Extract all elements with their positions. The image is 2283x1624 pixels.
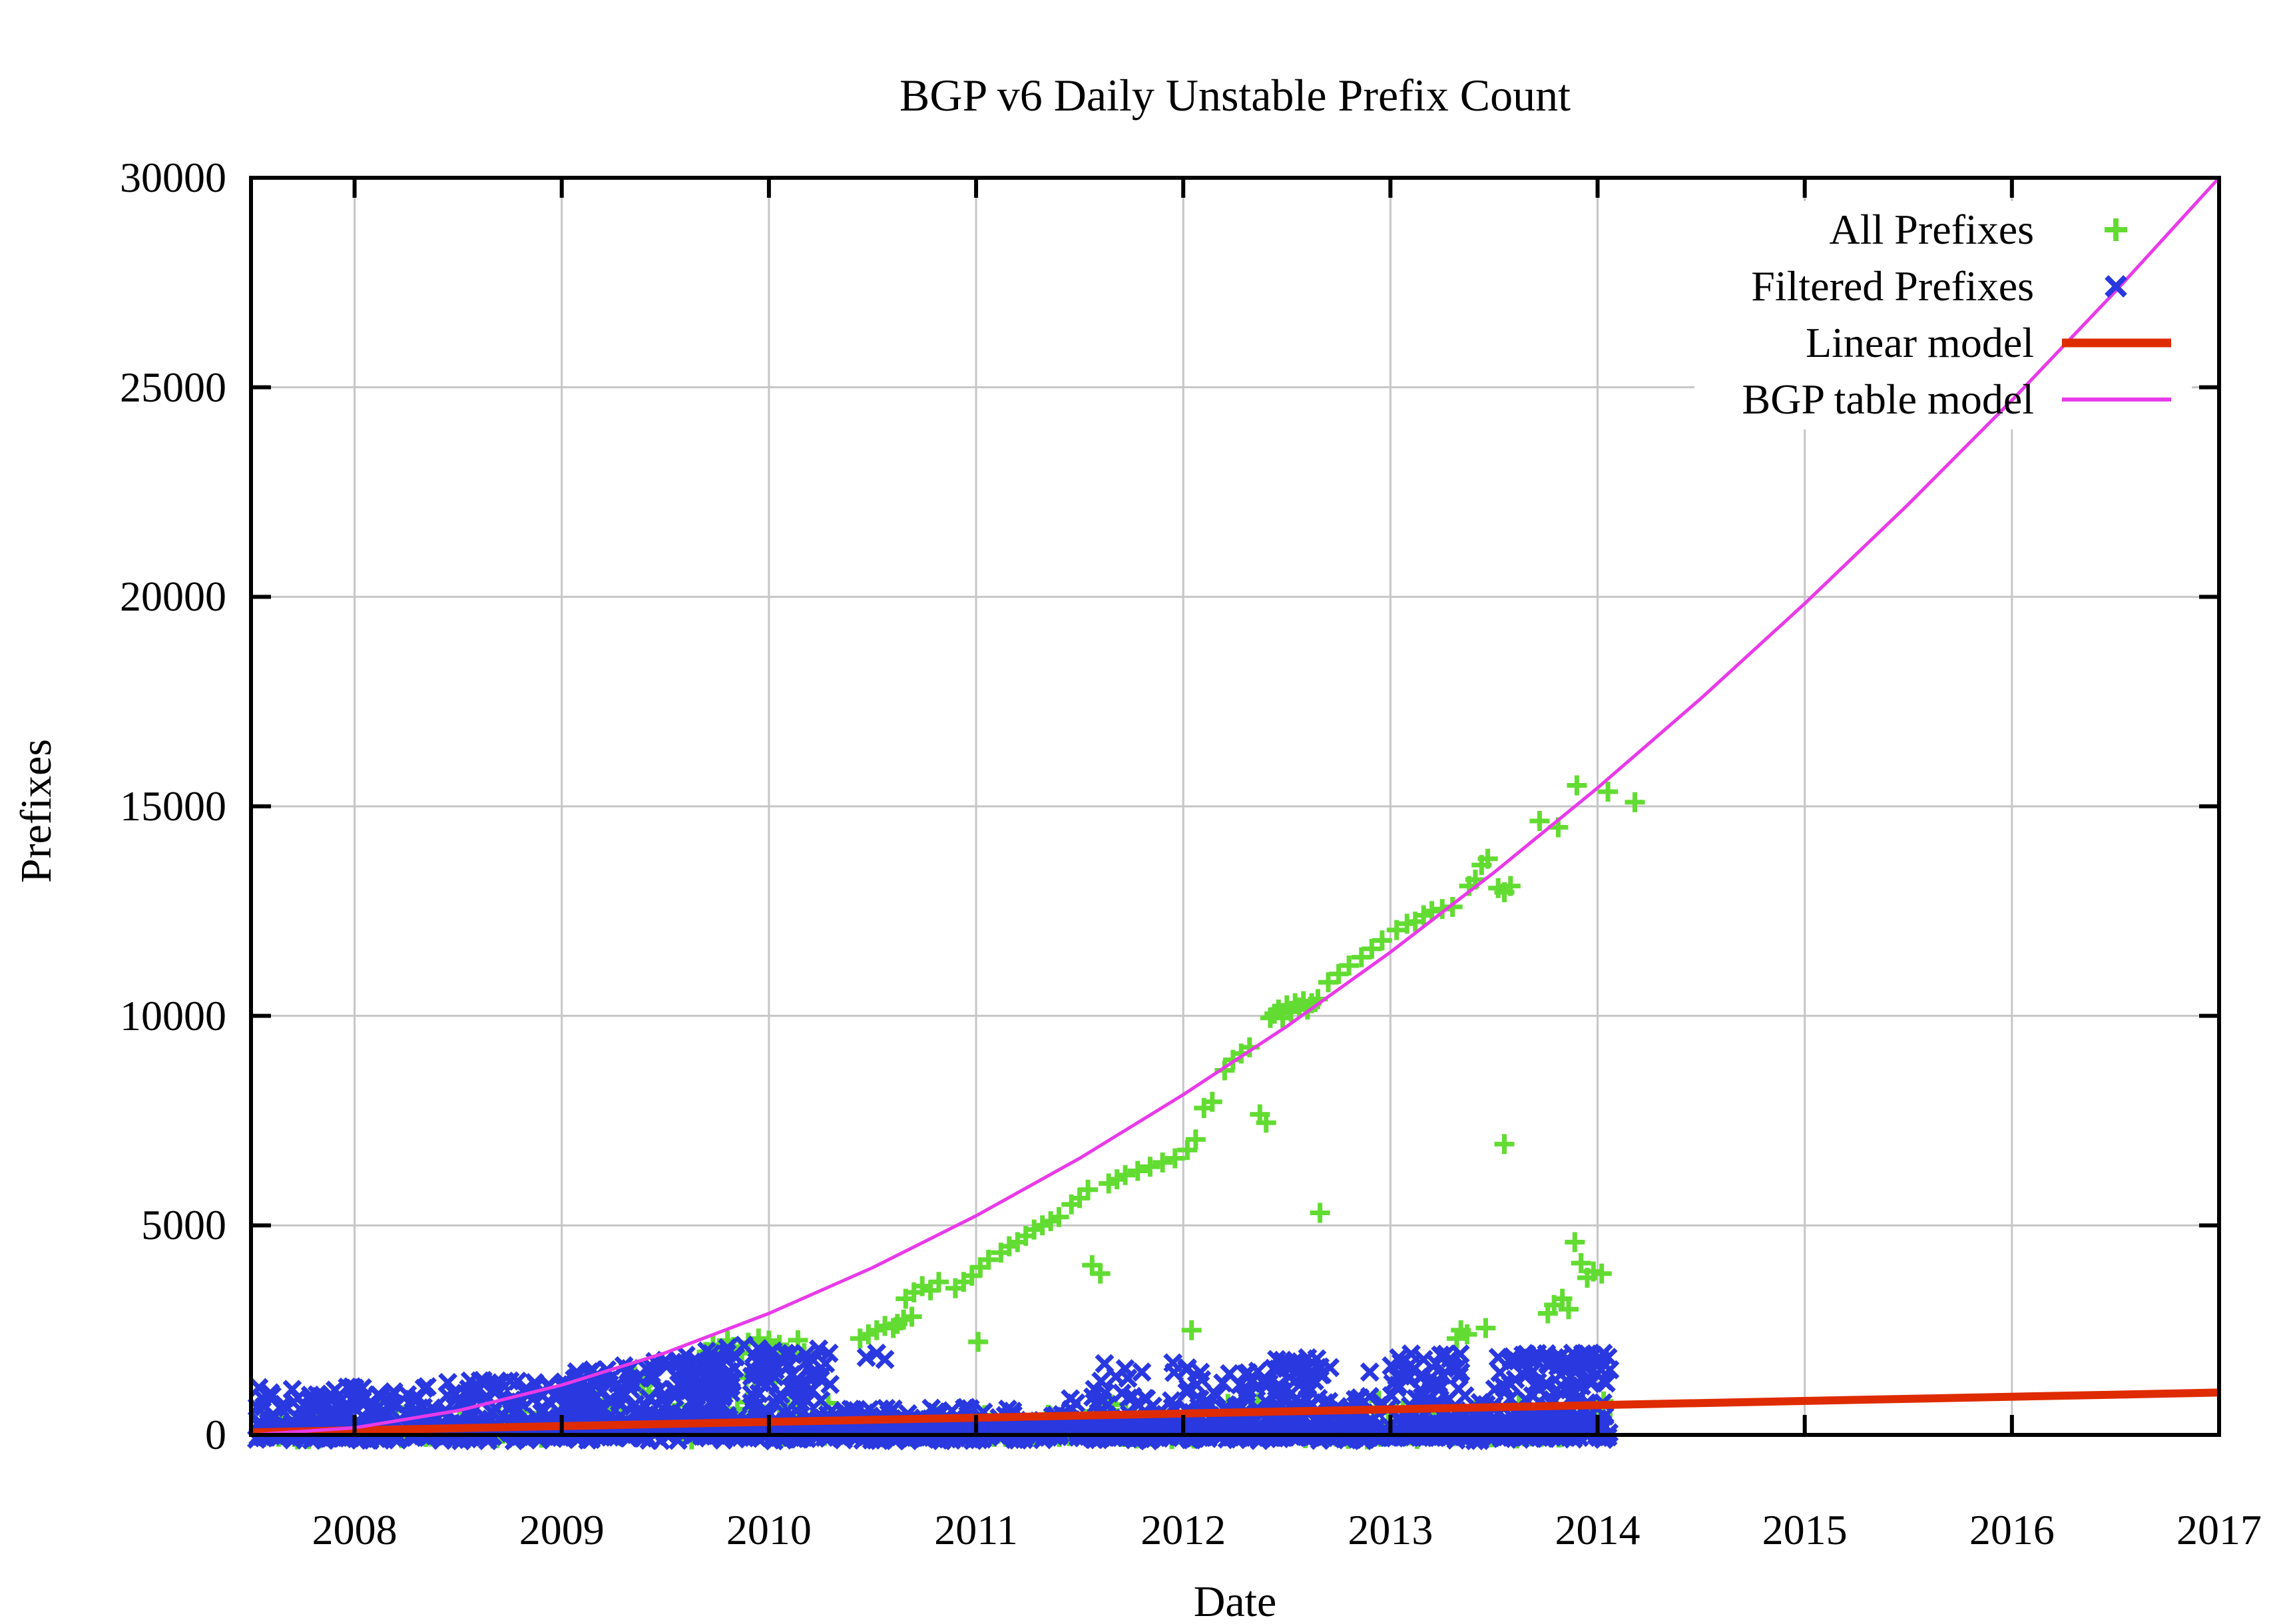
y-tick-label-25000: 25000	[120, 363, 226, 411]
x-axis-title: Date	[1193, 1577, 1277, 1624]
y-tick-label-5000: 5000	[141, 1201, 226, 1249]
chart-title: BGP v6 Daily Unstable Prefix Count	[899, 70, 1571, 121]
x-tick-label-2009: 2009	[519, 1506, 605, 1553]
series-linear-model	[250, 1388, 2220, 1437]
x-tick-label-2010: 2010	[726, 1506, 812, 1553]
x-tick-label-2013: 2013	[1348, 1506, 1433, 1553]
x-tick-label-2016: 2016	[1969, 1506, 2055, 1553]
y-tick-label-10000: 10000	[120, 991, 226, 1039]
x-tick-label-2012: 2012	[1141, 1506, 1226, 1553]
legend-sample-all-prefixes	[2105, 218, 2127, 241]
legend-entry-filtered-prefixes: Filtered Prefixes	[1751, 262, 2034, 310]
x-tick-label-2008: 2008	[312, 1506, 397, 1553]
x-tick-label-2017: 2017	[2176, 1506, 2262, 1553]
y-tick-label-0: 0	[205, 1411, 226, 1458]
y-tick-label-20000: 20000	[120, 573, 226, 621]
legend-entry-linear-model: Linear model	[1806, 319, 2034, 366]
x-tick-label-2014: 2014	[1555, 1506, 1641, 1553]
y-tick-label-30000: 30000	[120, 154, 226, 201]
legend-entry-all-prefixes: All Prefixes	[1829, 206, 2035, 253]
legend-sample-filtered-prefixes	[2105, 275, 2127, 298]
legend-entry-bgp-table-model: BGP table model	[1742, 376, 2034, 423]
legend-background	[1694, 201, 2192, 429]
x-tick-label-2011: 2011	[934, 1506, 1018, 1553]
y-tick-label-15000: 15000	[120, 782, 226, 830]
series-bgp-table-model	[250, 176, 2220, 1437]
x-tick-label-2015: 2015	[1762, 1506, 1848, 1553]
